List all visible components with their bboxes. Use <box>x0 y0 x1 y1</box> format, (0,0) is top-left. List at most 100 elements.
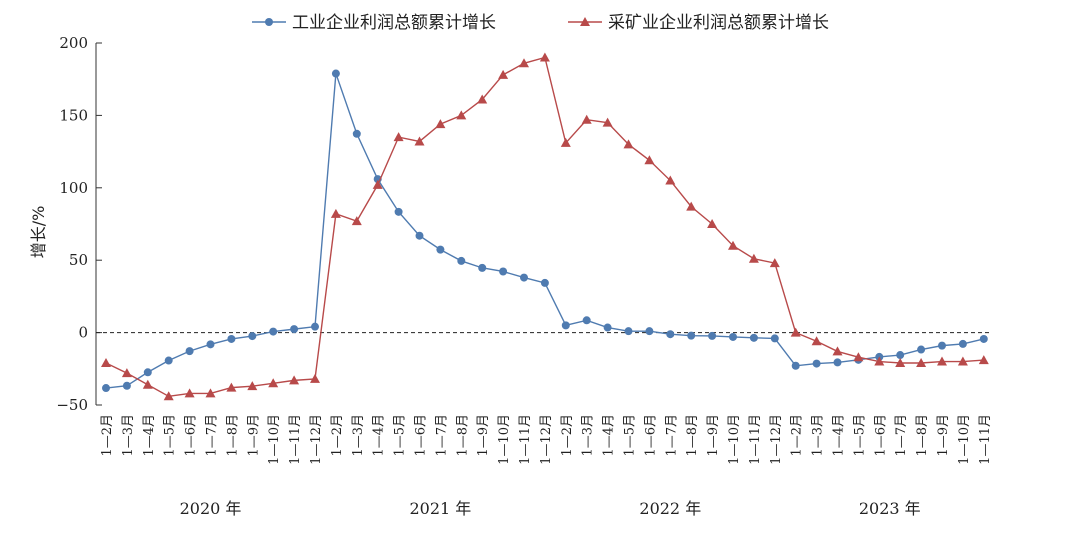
y-tick-label: 100 <box>59 179 88 197</box>
data-point-circle <box>938 341 946 350</box>
y-axis: 200 150 100 50 0 −50 增长/% <box>29 34 102 414</box>
x-tick-label: 1—11月 <box>978 414 993 465</box>
data-point-circle <box>227 334 236 343</box>
data-point-circle <box>164 356 173 365</box>
y-tick-label: 0 <box>78 324 88 342</box>
data-point-circle <box>687 331 696 340</box>
data-point-triangle <box>205 388 216 398</box>
data-point-triangle <box>707 219 718 228</box>
data-point-circle <box>896 351 905 360</box>
x-tick-label: 1—8月 <box>225 414 240 457</box>
data-point-circle <box>499 267 508 276</box>
data-point-circle <box>770 334 779 343</box>
data-point-triangle <box>142 379 153 389</box>
data-point-triangle <box>101 358 111 368</box>
data-point-triangle <box>623 139 634 149</box>
data-point-triangle <box>456 110 467 120</box>
data-point-circle <box>729 332 737 341</box>
data-point-triangle <box>414 136 425 146</box>
legend-label-2: 采矿业企业利润总额累计增长 <box>608 13 829 33</box>
x-tick-label: 1—2月 <box>100 414 115 457</box>
data-point-triangle <box>560 137 571 147</box>
data-point-triangle <box>351 216 362 226</box>
x-tick-label: 1—6月 <box>873 414 888 457</box>
data-point-triangle <box>686 201 697 211</box>
x-tick-label: 1—6月 <box>643 414 658 457</box>
data-point-triangle <box>310 373 320 383</box>
x-tick-label: 1—10月 <box>497 414 512 465</box>
data-point-triangle <box>644 155 655 165</box>
data-point-triangle <box>769 258 780 268</box>
data-point-circle <box>248 332 257 341</box>
data-point-circle <box>791 361 800 370</box>
data-point-circle <box>624 327 633 336</box>
x-tick-label: 1—3月 <box>811 414 826 457</box>
x-tick-label: 1—10月 <box>727 414 742 465</box>
series-line-1 <box>105 73 984 389</box>
year-group-label: 2020 年 <box>180 499 242 518</box>
x-tick-label: 1—3月 <box>351 414 366 457</box>
data-point-triangle <box>937 356 947 366</box>
y-axis-label: 增长/% <box>29 206 48 259</box>
x-tick-label: 1—12月 <box>769 414 784 465</box>
x-tick-label: 1—8月 <box>455 414 470 457</box>
x-tick-label: 1—4月 <box>832 414 847 457</box>
legend-marker-triangle <box>580 17 590 26</box>
data-point-triangle <box>853 352 864 362</box>
data-point-circle <box>415 231 424 240</box>
x-tick-label: 1—3月 <box>121 414 136 457</box>
data-point-circle <box>645 327 654 336</box>
x-tick-label: 1—11月 <box>748 414 763 465</box>
data-point-circle <box>749 333 758 342</box>
data-point-triangle <box>832 346 843 356</box>
data-point-triangle <box>874 356 885 366</box>
data-point-triangle <box>435 119 446 129</box>
plot-area <box>96 52 990 401</box>
data-point-triangle <box>957 356 968 366</box>
data-point-triangle <box>748 253 759 263</box>
x-tick-label: 1—7月 <box>434 414 449 457</box>
data-point-circle <box>603 323 612 332</box>
data-point-circle <box>582 316 591 325</box>
data-point-circle <box>666 330 675 339</box>
x-tick-label: 1—4月 <box>602 414 617 457</box>
data-point-triangle <box>393 132 404 142</box>
data-point-triangle <box>665 175 676 185</box>
data-point-triangle <box>895 358 906 368</box>
x-axis: 1—2月 1—3月 1—4月 1—5月 1—6月 1—7月 1—8月 1—9月 1—10月 1—1… <box>100 414 993 518</box>
data-point-circle <box>540 278 549 287</box>
data-point-triangle <box>372 179 383 189</box>
x-tick-label: 1—5月 <box>393 414 408 457</box>
legend-label-1: 工业企业利润总额累计增长 <box>292 13 496 33</box>
data-point-circle <box>561 321 570 330</box>
legend: 工业企业利润总额累计增长 采矿业企业利润总额累计增长 <box>252 13 829 33</box>
data-point-triangle <box>581 114 592 124</box>
year-group-label: 2021 年 <box>409 499 471 518</box>
x-tick-label: 1—11月 <box>288 414 303 465</box>
x-tick-label: 1—4月 <box>372 414 387 457</box>
data-point-circle <box>979 334 988 343</box>
x-tick-label: 1—9月 <box>936 414 951 457</box>
year-group-label: 2022 年 <box>639 499 701 518</box>
x-tick-label: 1—5月 <box>163 414 178 457</box>
x-tick-label: 1—5月 <box>852 414 867 457</box>
data-point-circle <box>206 340 215 349</box>
data-point-circle <box>352 129 361 138</box>
data-point-triangle <box>539 52 550 62</box>
data-point-triangle <box>289 375 300 385</box>
x-tick-label: 1—10月 <box>957 414 972 465</box>
data-point-circle <box>520 273 528 282</box>
x-tick-label: 1—9月 <box>706 414 721 457</box>
data-point-circle <box>311 322 319 331</box>
data-point-triangle <box>163 391 174 401</box>
data-point-triangle <box>268 378 279 388</box>
y-tick-label: −50 <box>56 396 88 414</box>
x-tick-label: 1—5月 <box>623 414 638 457</box>
data-point-circle <box>436 245 445 254</box>
data-point-triangle <box>790 327 801 337</box>
x-tick-label: 1—9月 <box>476 414 491 457</box>
data-point-triangle <box>330 208 341 218</box>
y-tick-label: 200 <box>59 34 88 52</box>
x-tick-label: 1—10月 <box>267 414 282 465</box>
